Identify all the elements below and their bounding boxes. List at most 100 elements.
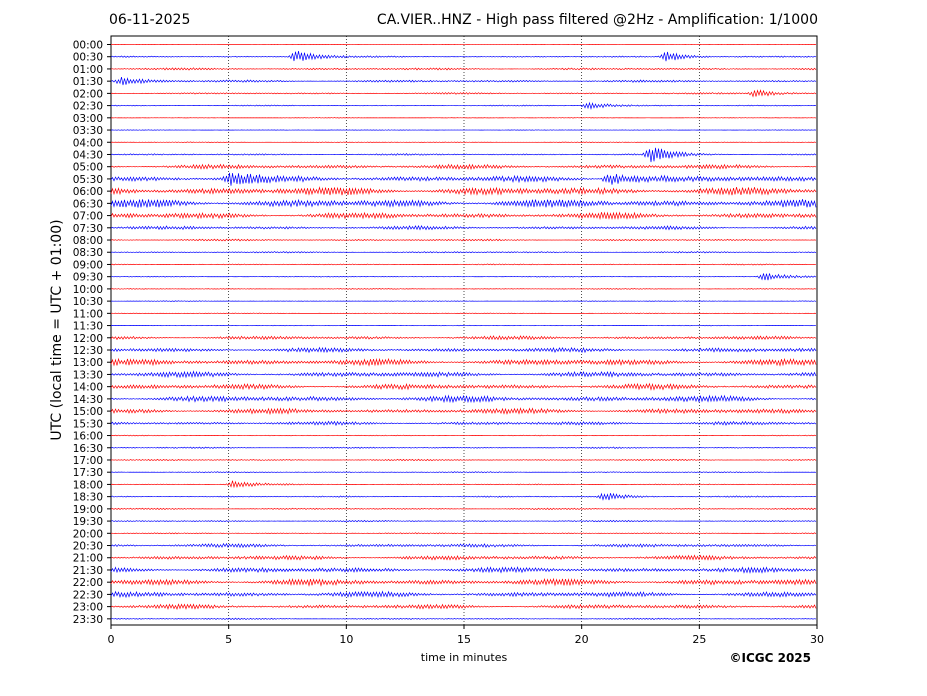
- y-tick-label-00:30: 00:30: [73, 52, 103, 64]
- y-axis-label: UTC (local time = UTC + 01:00): [49, 219, 65, 441]
- trace-11:30: [110, 324, 817, 327]
- trace-01:30: [110, 77, 817, 86]
- trace-08:30: [110, 251, 817, 254]
- copyright: ©ICGC 2025: [729, 651, 811, 665]
- x-tick-label-15: 15: [457, 633, 471, 646]
- y-tick-label-06:30: 06:30: [73, 198, 103, 210]
- y-tick-label-21:30: 21:30: [73, 565, 103, 577]
- y-tick-label-08:30: 08:30: [73, 247, 103, 259]
- x-tick-label-5: 5: [225, 633, 232, 646]
- y-tick-label-16:30: 16:30: [73, 443, 103, 455]
- trace-16:00: [110, 434, 817, 437]
- trace-10:00: [110, 288, 817, 290]
- y-tick-label-08:00: 08:00: [73, 235, 103, 247]
- trace-20:30: [110, 542, 817, 549]
- y-tick-label-07:00: 07:00: [73, 211, 103, 223]
- x-tick-label-30: 30: [810, 633, 824, 646]
- chart-date: 06-11-2025: [109, 12, 191, 28]
- trace-17:30: [110, 471, 817, 474]
- y-tick-label-19:30: 19:30: [73, 516, 103, 528]
- y-tick-labels: 00:0000:3001:0001:3002:0002:3003:0003:30…: [73, 40, 111, 626]
- y-tick-label-20:00: 20:00: [73, 528, 103, 540]
- y-tick-label-21:00: 21:00: [73, 553, 103, 565]
- x-tick-label-20: 20: [575, 633, 589, 646]
- y-tick-label-03:30: 03:30: [73, 125, 103, 137]
- trace-18:00: [110, 480, 817, 489]
- trace-22:00: [110, 577, 817, 587]
- trace-05:30: [110, 172, 817, 186]
- y-tick-label-17:00: 17:00: [73, 455, 103, 467]
- y-tick-label-10:00: 10:00: [73, 284, 103, 296]
- trace-05:00: [110, 163, 817, 170]
- y-tick-label-13:00: 13:00: [73, 357, 103, 369]
- y-tick-label-07:30: 07:30: [73, 223, 103, 235]
- y-tick-label-12:00: 12:00: [73, 333, 103, 345]
- y-tick-label-23:00: 23:00: [73, 602, 103, 614]
- y-tick-label-19:00: 19:00: [73, 504, 103, 516]
- trace-12:00: [110, 335, 817, 341]
- y-tick-label-05:00: 05:00: [73, 162, 103, 174]
- trace-12:30: [110, 346, 817, 354]
- y-tick-label-22:30: 22:30: [73, 589, 103, 601]
- y-tick-label-18:30: 18:30: [73, 492, 103, 504]
- trace-08:00: [110, 238, 817, 242]
- trace-09:00: [110, 263, 817, 266]
- y-tick-label-12:30: 12:30: [73, 345, 103, 357]
- y-tick-label-09:30: 09:30: [73, 272, 103, 284]
- trace-18:30: [110, 492, 817, 501]
- trace-10:30: [110, 300, 817, 302]
- trace-16:30: [110, 446, 817, 449]
- x-tick-label-10: 10: [339, 633, 353, 646]
- trace-22:30: [110, 590, 817, 599]
- y-tick-label-16:00: 16:00: [73, 431, 103, 443]
- trace-23:00: [110, 603, 817, 610]
- trace-21:30: [110, 566, 817, 574]
- x-axis-label: time in minutes: [420, 651, 508, 664]
- trace-02:00: [110, 89, 817, 98]
- y-tick-label-18:00: 18:00: [73, 479, 103, 491]
- traces: [110, 43, 817, 621]
- y-tick-label-22:00: 22:00: [73, 577, 103, 589]
- y-tick-label-04:00: 04:00: [73, 137, 103, 149]
- chart-title: CA.VIER..HNZ - High pass filtered @2Hz -…: [376, 12, 818, 28]
- trace-03:30: [110, 129, 817, 131]
- y-tick-label-11:00: 11:00: [73, 308, 103, 320]
- y-tick-label-15:30: 15:30: [73, 418, 103, 430]
- trace-15:00: [110, 407, 817, 416]
- trace-13:00: [110, 357, 817, 367]
- y-tick-label-09:00: 09:00: [73, 259, 103, 271]
- trace-21:00: [110, 554, 817, 561]
- y-tick-label-23:30: 23:30: [73, 614, 103, 626]
- trace-02:30: [110, 101, 817, 110]
- y-tick-label-02:30: 02:30: [73, 101, 103, 113]
- trace-03:00: [110, 117, 817, 119]
- y-tick-label-17:30: 17:30: [73, 467, 103, 479]
- trace-06:00: [110, 186, 817, 196]
- trace-00:30: [110, 51, 817, 62]
- trace-15:30: [110, 420, 817, 427]
- trace-14:00: [110, 382, 817, 391]
- y-tick-label-04:30: 04:30: [73, 149, 103, 161]
- y-tick-label-03:00: 03:00: [73, 113, 103, 125]
- trace-19:00: [110, 507, 817, 511]
- y-tick-label-11:30: 11:30: [73, 321, 103, 333]
- trace-07:00: [110, 211, 817, 221]
- y-tick-label-10:30: 10:30: [73, 296, 103, 308]
- trace-06:30: [110, 198, 817, 209]
- trace-17:00: [110, 458, 817, 462]
- y-tick-label-15:00: 15:00: [73, 406, 103, 418]
- trace-01:00: [110, 67, 817, 71]
- trace-04:30: [110, 147, 817, 163]
- trace-13:30: [110, 370, 817, 379]
- y-tick-label-01:00: 01:00: [73, 64, 103, 76]
- trace-04:00: [110, 141, 817, 143]
- grid-lines: [228, 36, 700, 625]
- trace-09:30: [110, 273, 817, 281]
- y-tick-label-01:30: 01:30: [73, 76, 103, 88]
- x-tick-label-25: 25: [692, 633, 706, 646]
- y-tick-label-20:30: 20:30: [73, 541, 103, 553]
- y-tick-label-02:00: 02:00: [73, 88, 103, 100]
- y-tick-label-14:30: 14:30: [73, 394, 103, 406]
- y-tick-label-00:00: 00:00: [73, 40, 103, 52]
